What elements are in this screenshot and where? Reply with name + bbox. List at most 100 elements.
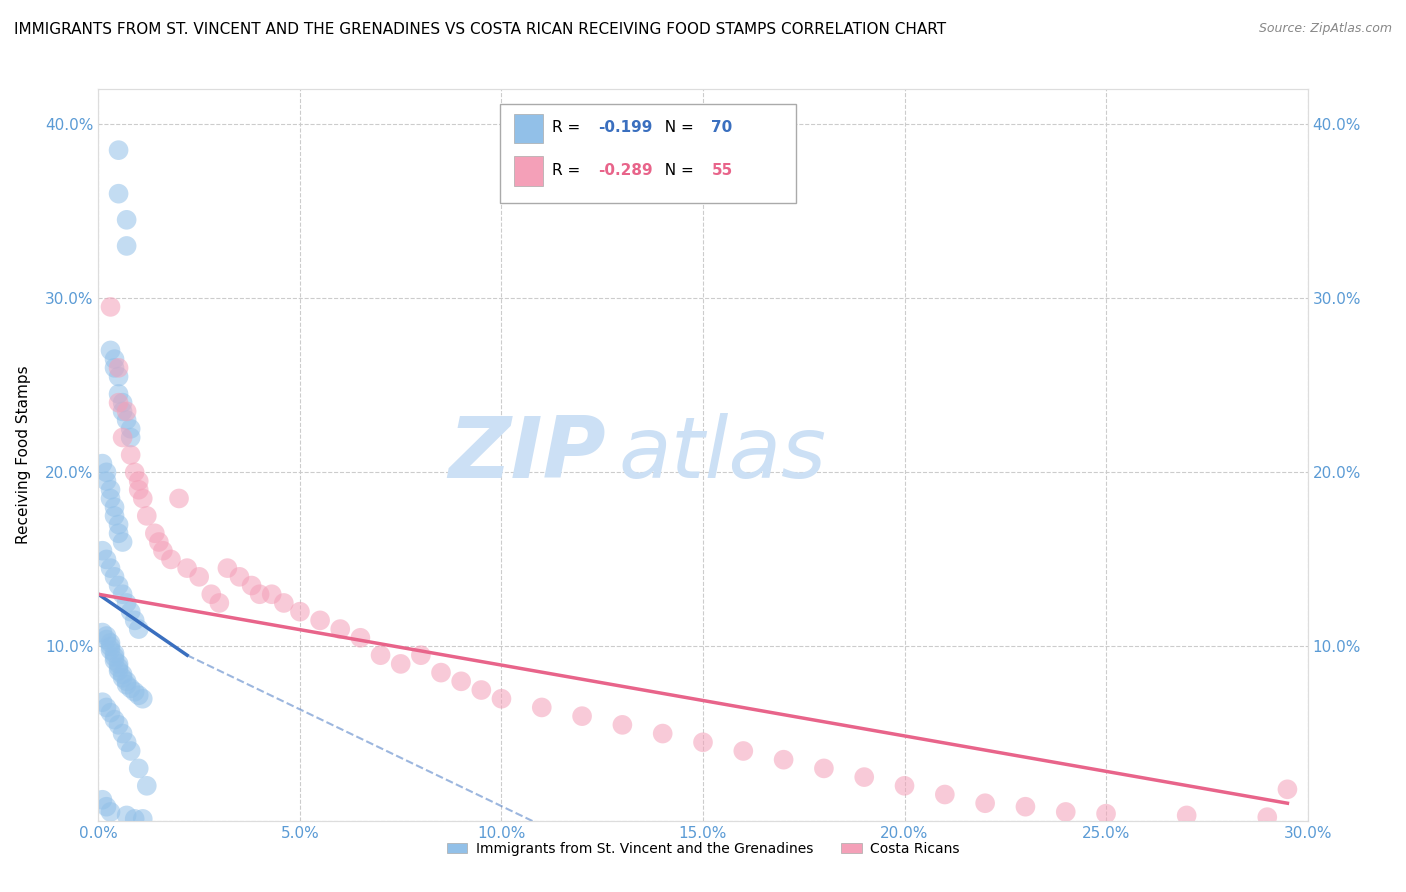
Point [120,744,142,758]
Point [111,726,134,740]
Point [96,466,118,480]
Point [124,812,146,826]
Point [96,799,118,814]
Point [124,613,146,627]
Point [1054,805,1077,819]
Point [273,596,295,610]
Point [100,483,122,497]
Text: ZIP: ZIP [449,413,606,497]
Point [733,744,755,758]
Point [103,360,125,375]
Point [124,685,146,699]
Point [96,552,118,566]
Point [91,457,114,471]
Point [100,636,122,650]
Point [651,726,673,740]
Point [152,543,174,558]
FancyBboxPatch shape [515,114,543,144]
Point [1175,808,1198,822]
Text: N =: N = [655,163,699,178]
Point [160,552,183,566]
Point [103,570,125,584]
Point [772,753,794,767]
Point [100,491,122,506]
Point [120,448,142,462]
Point [111,671,134,685]
Point [100,643,122,657]
Point [96,632,118,647]
Point [100,343,122,358]
Point [107,660,129,674]
Point [349,631,371,645]
Point [91,625,114,640]
Text: R =: R = [551,163,585,178]
Point [111,587,134,601]
Point [135,779,157,793]
Point [571,709,593,723]
Point [107,664,129,678]
Text: 55: 55 [711,163,733,178]
Point [1277,782,1299,797]
Point [120,605,142,619]
Legend: Immigrants from St. Vincent and the Grenadines, Costa Ricans: Immigrants from St. Vincent and the Gren… [441,836,965,862]
Point [107,143,129,157]
Point [120,681,142,696]
Point [111,535,134,549]
Point [974,796,997,810]
Point [128,622,150,636]
Text: IMMIGRANTS FROM ST. VINCENT AND THE GRENADINES VS COSTA RICAN RECEIVING FOOD STA: IMMIGRANTS FROM ST. VINCENT AND THE GREN… [14,22,946,37]
Point [107,657,129,671]
Point [115,596,138,610]
Text: -0.289: -0.289 [598,163,652,178]
Point [450,674,472,689]
Point [91,793,114,807]
Point [120,422,142,436]
Point [103,500,125,515]
Point [260,587,283,601]
Point [100,300,122,314]
Point [107,526,129,541]
Point [115,678,138,692]
Point [430,665,453,680]
Point [111,667,134,681]
Point [100,640,122,654]
Point [148,535,170,549]
Point [1095,806,1118,821]
Point [124,466,146,480]
Point [217,561,239,575]
Point [120,430,142,444]
Point [228,570,250,584]
Point [128,688,150,702]
Point [115,404,138,418]
Point [111,404,134,418]
Point [107,578,129,592]
Text: atlas: atlas [619,413,827,497]
Point [128,474,150,488]
Text: Source: ZipAtlas.com: Source: ZipAtlas.com [1258,22,1392,36]
Text: R =: R = [551,120,585,136]
Point [100,561,122,575]
Point [135,508,157,523]
Point [107,360,129,375]
Point [111,430,134,444]
Point [176,561,198,575]
Point [143,526,166,541]
Point [115,674,138,689]
Point [1014,799,1036,814]
Point [91,695,114,709]
Point [370,648,392,663]
Point [107,369,129,384]
Point [132,812,155,826]
Text: N =: N = [655,120,699,136]
Point [96,700,118,714]
Y-axis label: Receiving Food Stamps: Receiving Food Stamps [17,366,31,544]
Point [115,212,138,227]
Point [115,808,138,822]
Point [249,587,271,601]
Point [200,587,222,601]
Point [188,570,211,584]
Point [409,648,432,663]
Point [612,718,634,732]
Point [103,352,125,367]
FancyBboxPatch shape [515,156,543,186]
